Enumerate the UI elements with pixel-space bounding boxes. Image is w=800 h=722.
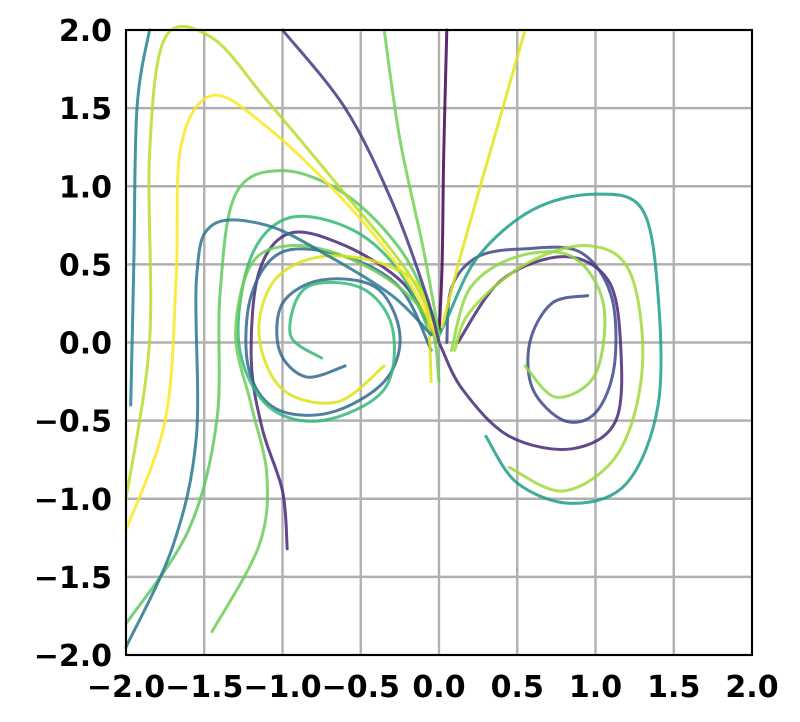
trajectory-14 (382, 28, 441, 337)
x-tick-label-6: 1.0 (569, 670, 622, 705)
y-tick-label-4: 0.0 (59, 327, 112, 362)
trajectories (124, 24, 663, 649)
trajectory-17 (281, 28, 441, 344)
trajectory-7 (210, 243, 441, 634)
trajectory-0 (437, 28, 449, 337)
trajectory-10 (124, 93, 441, 532)
x-tick-label-8: 2.0 (725, 670, 778, 705)
trajectory-13 (453, 244, 645, 493)
trajectory-3 (244, 247, 433, 417)
x-tick-label-0: −2.0 (87, 670, 165, 705)
y-tick-label-1: 1.5 (59, 92, 112, 127)
trajectory-6 (236, 214, 433, 423)
trajectory-1 (249, 230, 624, 551)
x-tick-label-5: 0.5 (491, 670, 544, 705)
y-tick-label-3: 0.5 (59, 248, 112, 283)
x-tick-label-3: −0.5 (322, 670, 400, 705)
y-tick-label-6: −1.0 (34, 483, 112, 518)
y-tick-label-2: 1.0 (59, 170, 112, 205)
trajectory-12 (257, 254, 433, 405)
x-tick-label-2: −1.0 (243, 670, 321, 705)
y-axis-ticks: 2.0 1.5 1.0 0.5 0.0 −0.5 −1.0 −1.5 −2.0 (34, 14, 112, 674)
trajectory-16 (124, 218, 433, 649)
y-tick-label-8: −2.0 (34, 639, 112, 674)
trajectory-5 (434, 192, 663, 505)
y-tick-label-0: 2.0 (59, 14, 112, 49)
y-tick-label-5: −0.5 (34, 405, 112, 440)
y-tick-label-7: −1.5 (34, 561, 112, 596)
x-tick-label-1: −1.5 (165, 670, 243, 705)
x-tick-label-4: 0.0 (412, 670, 465, 705)
x-axis-ticks: −2.0 −1.5 −1.0 −0.5 0.0 0.5 1.0 1.5 2.0 (87, 670, 779, 705)
trajectory-11 (440, 28, 527, 329)
x-tick-label-7: 1.5 (647, 670, 700, 705)
trajectory-9 (124, 24, 441, 501)
trajectory-15 (450, 250, 607, 399)
plot-frame (125, 29, 753, 656)
trajectory-8 (124, 169, 441, 626)
trajectory-4 (129, 28, 151, 407)
